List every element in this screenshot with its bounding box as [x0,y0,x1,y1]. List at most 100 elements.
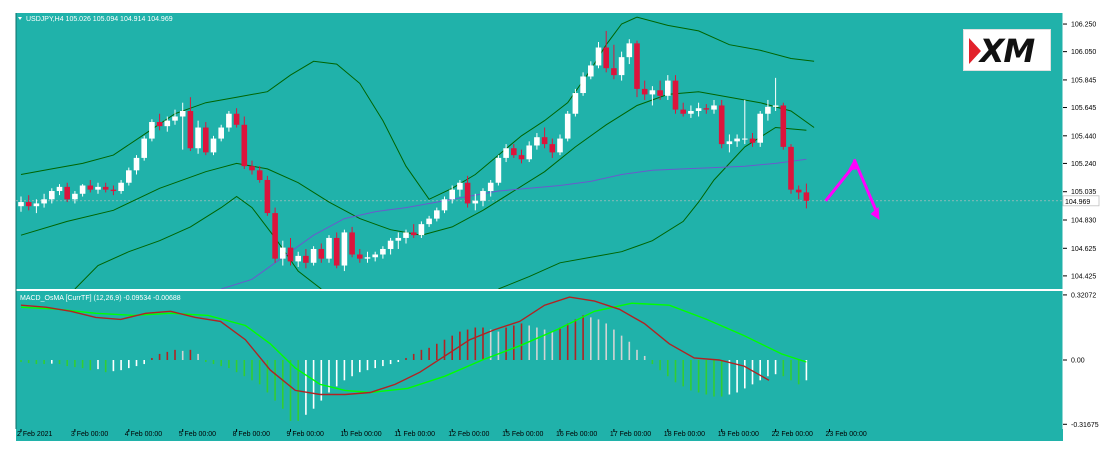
candle-body [718,105,725,145]
candle-body [595,47,602,66]
candle-body [133,157,140,171]
macd-tick-label: 0.32072 [1071,292,1096,299]
candle-body [480,191,486,201]
candle-body [95,186,101,190]
macd-main-line [20,296,770,396]
candle-body [41,199,47,204]
candle-body [518,155,525,160]
candle-body [64,186,70,200]
candle-body [110,189,117,192]
candle-body [410,232,417,236]
candle-body [102,186,109,190]
candle-body [695,108,702,111]
candle-body [295,255,301,262]
current-price-label: 104.969 [1065,199,1090,206]
candle-body [803,192,810,201]
price-tick-label: 104.830 [1071,218,1096,225]
candle-body [734,138,740,142]
candle-body [626,43,633,58]
candle-body [441,199,448,211]
candle-body [780,105,787,147]
candle-body [749,138,756,143]
candle-body [218,127,224,139]
candle-body [210,138,217,153]
date-tick-label: 17 Feb 00:00 [610,431,651,438]
candle-body [25,202,32,207]
candle-body [310,248,317,263]
price-tick-label: 105.035 [1071,189,1096,196]
candle-body [326,237,332,259]
candle-body [318,248,325,259]
macd-title: MACD_OsMA [CurrTF] (12,26,9) -0.09534 -0… [20,295,181,302]
candle-body [703,108,710,110]
date-tick-label: 3 Feb 00:00 [71,431,108,438]
candle-body [434,210,440,219]
price-plot [18,16,880,289]
date-tick-label: 22 Feb 00:00 [772,431,813,438]
candle-body [711,105,717,110]
candle-body [495,157,502,183]
price-tick-label: 104.425 [1071,273,1096,280]
candle-body [118,182,124,192]
candle-body [387,240,394,249]
candle-body [418,224,425,236]
candle-body [564,113,571,139]
date-tick-label: 19 Feb 00:00 [718,431,759,438]
current-price-tag [1062,195,1100,207]
candle-body [249,166,255,171]
date-tick-label: 12 Feb 00:00 [448,431,489,438]
date-tick-label: 23 Feb 00:00 [826,431,867,438]
price-chart-title: USDJPY,H4 105.026 105.094 104.914 104.96… [26,16,173,23]
date-tick-label: 9 Feb 00:00 [287,431,324,438]
candle-body [72,193,78,200]
candle-body [141,138,147,158]
candle-body [464,182,471,204]
candle-body [172,116,178,121]
candle-body [472,200,479,204]
candle-body [541,137,548,145]
candle-body [79,185,86,194]
date-tick-label: 10 Feb 00:00 [340,431,381,438]
candle-body [233,113,240,125]
date-tick-label: 4 Feb 00:00 [125,431,162,438]
candle-body [33,203,40,207]
candle-body [726,141,733,145]
candle-body [87,185,94,190]
candle-body [549,144,556,153]
candle-body [226,113,232,128]
candle-body [449,189,455,200]
candle-body [349,232,355,255]
price-tick-label: 104.625 [1071,246,1096,253]
candle-body [264,179,271,214]
candle-body [588,65,594,77]
date-tick-label: 8 Feb 00:00 [233,431,270,438]
candle-body [380,248,386,255]
candle-body [364,257,371,259]
price-tick-label: 106.050 [1071,49,1096,56]
date-tick-label: 11 Feb 00:00 [394,431,435,438]
candle-body [788,146,794,190]
candle-body [526,145,532,160]
price-tick-label: 105.845 [1071,77,1096,84]
macd-plot [20,296,808,421]
candle-body [395,237,402,241]
macd-tick-label: -0.31675 [1071,422,1099,429]
xm-logo-icon [969,38,981,64]
candle-body [618,57,625,76]
candle-body [280,247,286,259]
price-tick-label: 106.250 [1071,22,1096,29]
price-tick-label: 105.440 [1071,133,1096,140]
candle-body [688,110,694,114]
candle-body [511,148,517,156]
candle-body [503,148,509,158]
candle-body [256,170,263,180]
macd-signal-line [20,302,807,394]
candle-body [426,218,432,225]
candle-body [672,80,679,110]
projection-arrowhead-down [870,207,880,220]
candle-body [179,110,186,117]
candle-body [203,127,209,153]
bollinger-lower-recent [498,126,807,289]
